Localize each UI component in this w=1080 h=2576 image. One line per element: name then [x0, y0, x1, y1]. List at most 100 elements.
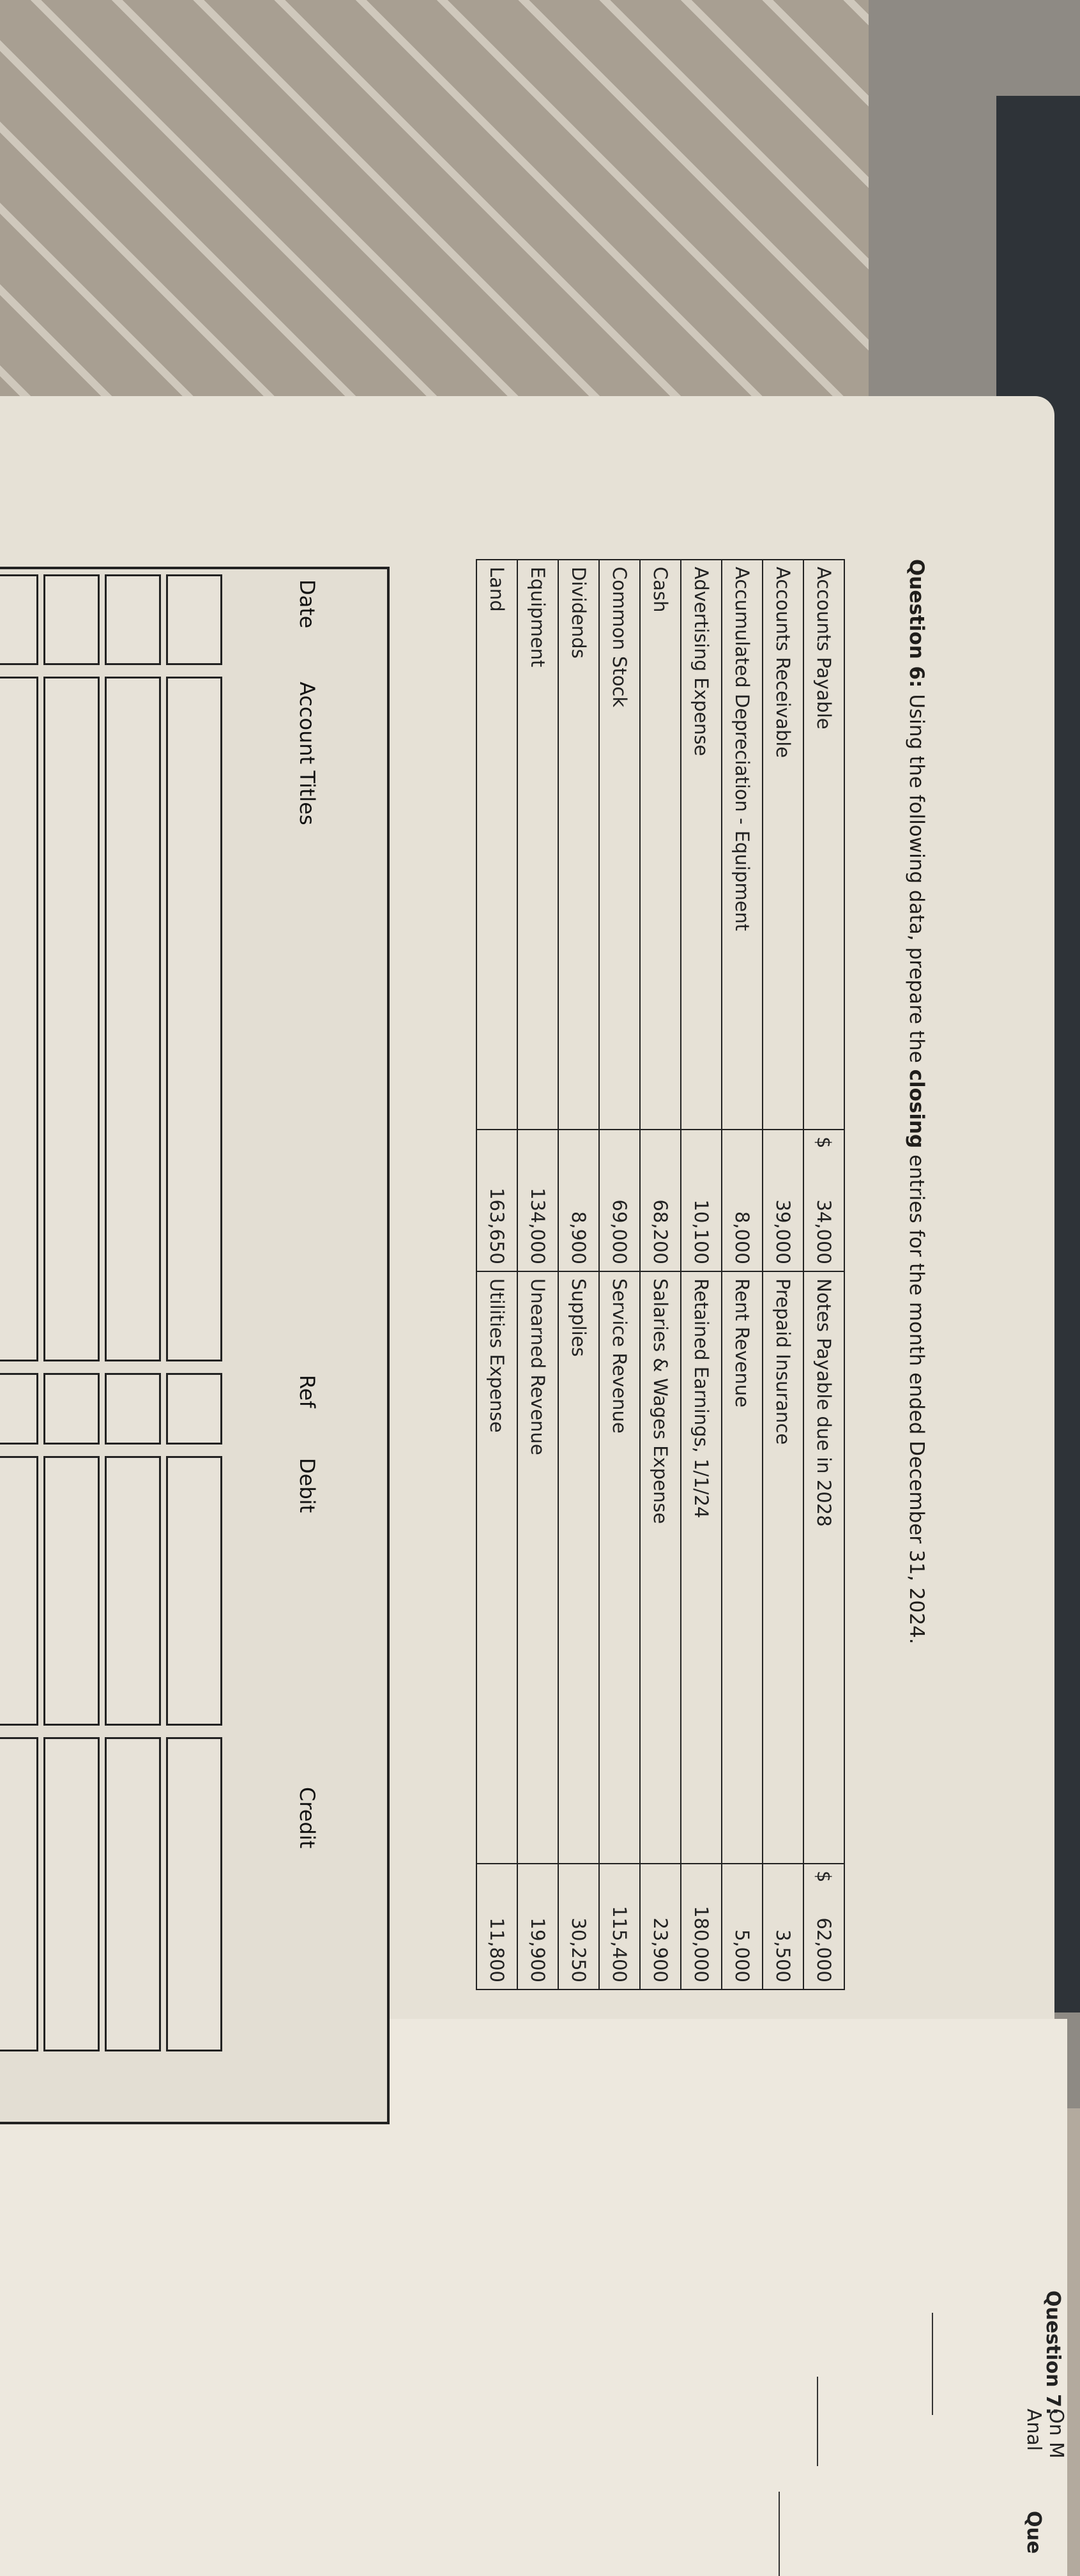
account-amount-cell: 68,200 — [640, 1130, 681, 1271]
account-amount-cell: 8,900 — [558, 1130, 599, 1271]
question-6-prompt: Question 6: Using the following data, pr… — [905, 559, 928, 1644]
account-name: Accounts Receivable — [763, 560, 803, 1130]
account-amount: 68,200 — [650, 1199, 671, 1264]
account-amount-cell: 3,500 — [763, 1864, 803, 1989]
account-amount-cell: 30,250 — [558, 1864, 599, 1989]
answer-line — [932, 2313, 933, 2415]
account-amount-cell: 10,100 — [681, 1130, 722, 1271]
account-amount: 62,000 — [813, 1917, 835, 1982]
currency-symbol: $ — [813, 1871, 835, 1883]
account-amount-cell: 19,900 — [517, 1864, 558, 1989]
header-ref: Ref — [295, 1375, 319, 1408]
account-title-input[interactable] — [0, 677, 38, 1361]
answer-line — [817, 2377, 818, 2466]
question-6-text-after: entries for the month ended December 31,… — [905, 1154, 928, 1644]
account-name: Notes Payable due in 2028 — [803, 1271, 844, 1864]
account-amount-cell: $62,000 — [803, 1864, 844, 1989]
account-name: Unearned Revenue — [517, 1271, 558, 1864]
account-amount: 115,400 — [609, 1906, 630, 1982]
account-name: Dividends — [558, 560, 599, 1130]
debit-input[interactable] — [0, 1456, 38, 1726]
account-name: Equipment — [517, 560, 558, 1130]
question-6-text-before: Using the following data, prepare the — [905, 694, 928, 1063]
account-amount-cell: 180,000 — [681, 1864, 722, 1989]
header-date: Date — [295, 579, 319, 629]
ref-input[interactable] — [0, 1373, 38, 1445]
account-amount: 8,000 — [731, 1211, 753, 1264]
account-name: Service Revenue — [599, 1271, 640, 1864]
account-amount-cell: 69,000 — [599, 1130, 640, 1271]
account-name: Utilities Expense — [476, 1271, 517, 1864]
question-6-label: Question 6: — [905, 559, 928, 688]
account-amount: 3,500 — [772, 1929, 794, 1982]
debit-input[interactable] — [43, 1456, 100, 1726]
account-amount: 8,900 — [568, 1211, 589, 1264]
account-amount: 134,000 — [527, 1188, 549, 1264]
account-balances-table: Accounts Payable $34,000 Notes Payable due… — [476, 559, 845, 1990]
currency-symbol: $ — [813, 1137, 835, 1149]
account-row: Cash 68,200 Salaries & Wages Expense 23,900 — [640, 560, 681, 1989]
account-amount-cell: 115,400 — [599, 1864, 640, 1989]
ref-input[interactable] — [43, 1373, 100, 1445]
account-name: Retained Earnings, 1/1/24 — [681, 1271, 722, 1864]
credit-input[interactable] — [0, 1737, 38, 2051]
account-name: Prepaid Insurance — [763, 1271, 803, 1864]
account-name: Rent Revenue — [722, 1271, 763, 1864]
ref-input[interactable] — [105, 1373, 161, 1445]
debit-input[interactable] — [166, 1456, 222, 1726]
account-amount-cell: 11,800 — [476, 1864, 517, 1989]
account-name: Cash — [640, 560, 681, 1130]
account-row: Common Stock 69,000 Service Revenue 115,400 — [599, 560, 640, 1989]
account-amount: 30,250 — [568, 1917, 589, 1982]
credit-input[interactable] — [105, 1737, 161, 2051]
account-amount: 19,900 — [527, 1917, 549, 1982]
account-row: Dividends 8,900 Supplies 30,250 — [558, 560, 599, 1989]
account-row: Accounts Payable $34,000 Notes Payable due… — [803, 560, 844, 1989]
account-name: Common Stock — [599, 560, 640, 1130]
journal-entry-table: Date Account Titles Ref Debit Credit — [0, 567, 390, 2124]
account-name: Salaries & Wages Expense — [640, 1271, 681, 1864]
account-row: Accounts Receivable 39,000 Prepaid Insuran… — [763, 560, 803, 1989]
account-row: Advertising Expense 10,100 Retained Earnin… — [681, 560, 722, 1989]
account-name: Supplies — [558, 1271, 599, 1864]
date-input[interactable] — [0, 574, 38, 665]
account-name: Advertising Expense — [681, 560, 722, 1130]
account-amount: 39,000 — [772, 1199, 794, 1264]
question-7-text-line1: On M — [1045, 2409, 1067, 2459]
account-name: Accounts Payable — [803, 560, 844, 1130]
question-7-text-line2: Anal — [1023, 2409, 1045, 2451]
date-input[interactable] — [105, 574, 161, 665]
account-title-input[interactable] — [166, 677, 222, 1361]
question-6-bold-word: closing — [905, 1069, 928, 1149]
credit-input[interactable] — [166, 1737, 222, 2051]
account-amount-cell: 8,000 — [722, 1130, 763, 1271]
account-amount-cell: $34,000 — [803, 1130, 844, 1271]
credit-input[interactable] — [43, 1737, 100, 2051]
question-7-label: Question 7: — [1042, 2290, 1064, 2415]
header-credit: Credit — [295, 1787, 319, 1849]
account-row: Accumulated Depreciation - Equipment 8,00… — [722, 560, 763, 1989]
account-amount: 11,800 — [486, 1917, 508, 1982]
account-amount: 34,000 — [813, 1199, 835, 1264]
account-amount: 10,100 — [690, 1199, 712, 1264]
account-name: Accumulated Depreciation - Equipment — [722, 560, 763, 1130]
account-amount-cell: 134,000 — [517, 1130, 558, 1271]
answer-line — [779, 2492, 780, 2576]
account-title-input[interactable] — [43, 677, 100, 1361]
account-name: Land — [476, 560, 517, 1130]
date-input[interactable] — [43, 574, 100, 665]
ref-input[interactable] — [166, 1373, 222, 1445]
header-debit: Debit — [295, 1458, 319, 1514]
account-amount-cell: 5,000 — [722, 1864, 763, 1989]
header-account-titles: Account Titles — [295, 682, 319, 825]
account-amount-cell: 23,900 — [640, 1864, 681, 1989]
date-input[interactable] — [166, 574, 222, 665]
account-amount: 163,650 — [486, 1188, 508, 1264]
account-row: Land 163,650 Utilities Expense 11,800 — [476, 560, 517, 1989]
debit-input[interactable] — [105, 1456, 161, 1726]
account-amount-cell: 163,650 — [476, 1130, 517, 1271]
account-amount: 5,000 — [731, 1929, 753, 1982]
account-amount: 180,000 — [690, 1906, 712, 1982]
account-amount-cell: 39,000 — [763, 1130, 803, 1271]
account-title-input[interactable] — [105, 677, 161, 1361]
